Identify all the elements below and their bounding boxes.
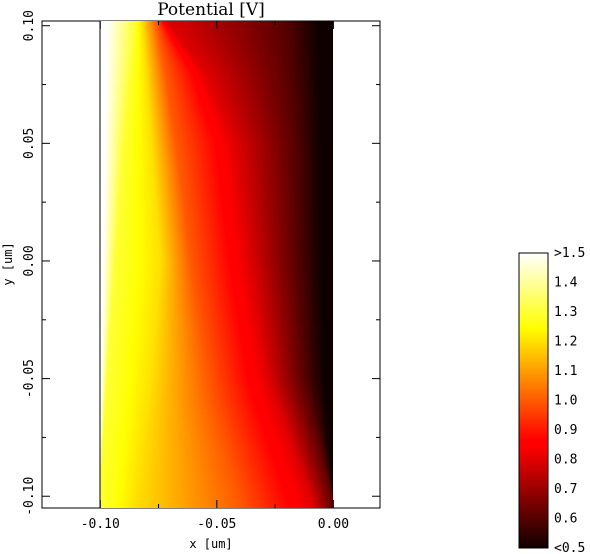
colorbar-gradient: [519, 253, 548, 548]
x-tick-label: -0.10: [81, 517, 120, 532]
colorbar-label: 1.0: [554, 394, 577, 409]
x-tick-label: -0.05: [197, 517, 236, 532]
colorbar-label: 0.9: [554, 423, 577, 438]
colorbar-label: 0.6: [554, 512, 577, 527]
colorbar-label: 1.1: [554, 364, 577, 379]
chart-title: Potential [V]: [157, 0, 265, 20]
colorbar-label: 1.3: [554, 305, 577, 320]
heatmap-image: [100, 21, 333, 508]
colorbar-label: <0.5: [554, 541, 585, 554]
y-axis-ticks: 0.10 0.05 0.00 -0.05 -0.10: [22, 10, 380, 516]
y-tick-label: 0.05: [22, 128, 37, 159]
colorbar-label: 0.8: [554, 453, 577, 468]
y-axis-title: y [um]: [1, 242, 15, 285]
y-tick-label: 0.10: [22, 10, 37, 41]
y-tick-label: 0.00: [22, 245, 37, 276]
colorbar-labels: >1.5 1.4 1.3 1.2 1.1 1.0 0.9 0.8 0.7 0.6 <0.5: [554, 246, 585, 554]
colorbar-label: >1.5: [554, 246, 585, 261]
y-tick-label: -0.10: [22, 477, 37, 516]
x-axis-ticks: -0.10 -0.05 0.00: [41, 21, 349, 532]
x-axis-title: x [um]: [189, 537, 232, 551]
colorbar-frame: [518, 252, 549, 549]
colorbar-label: 1.4: [554, 276, 578, 291]
colorbar-label: 1.2: [554, 335, 577, 350]
y-tick-label: -0.05: [22, 359, 37, 398]
colorbar-label: 0.7: [554, 482, 577, 497]
x-tick-label: 0.00: [318, 517, 349, 532]
